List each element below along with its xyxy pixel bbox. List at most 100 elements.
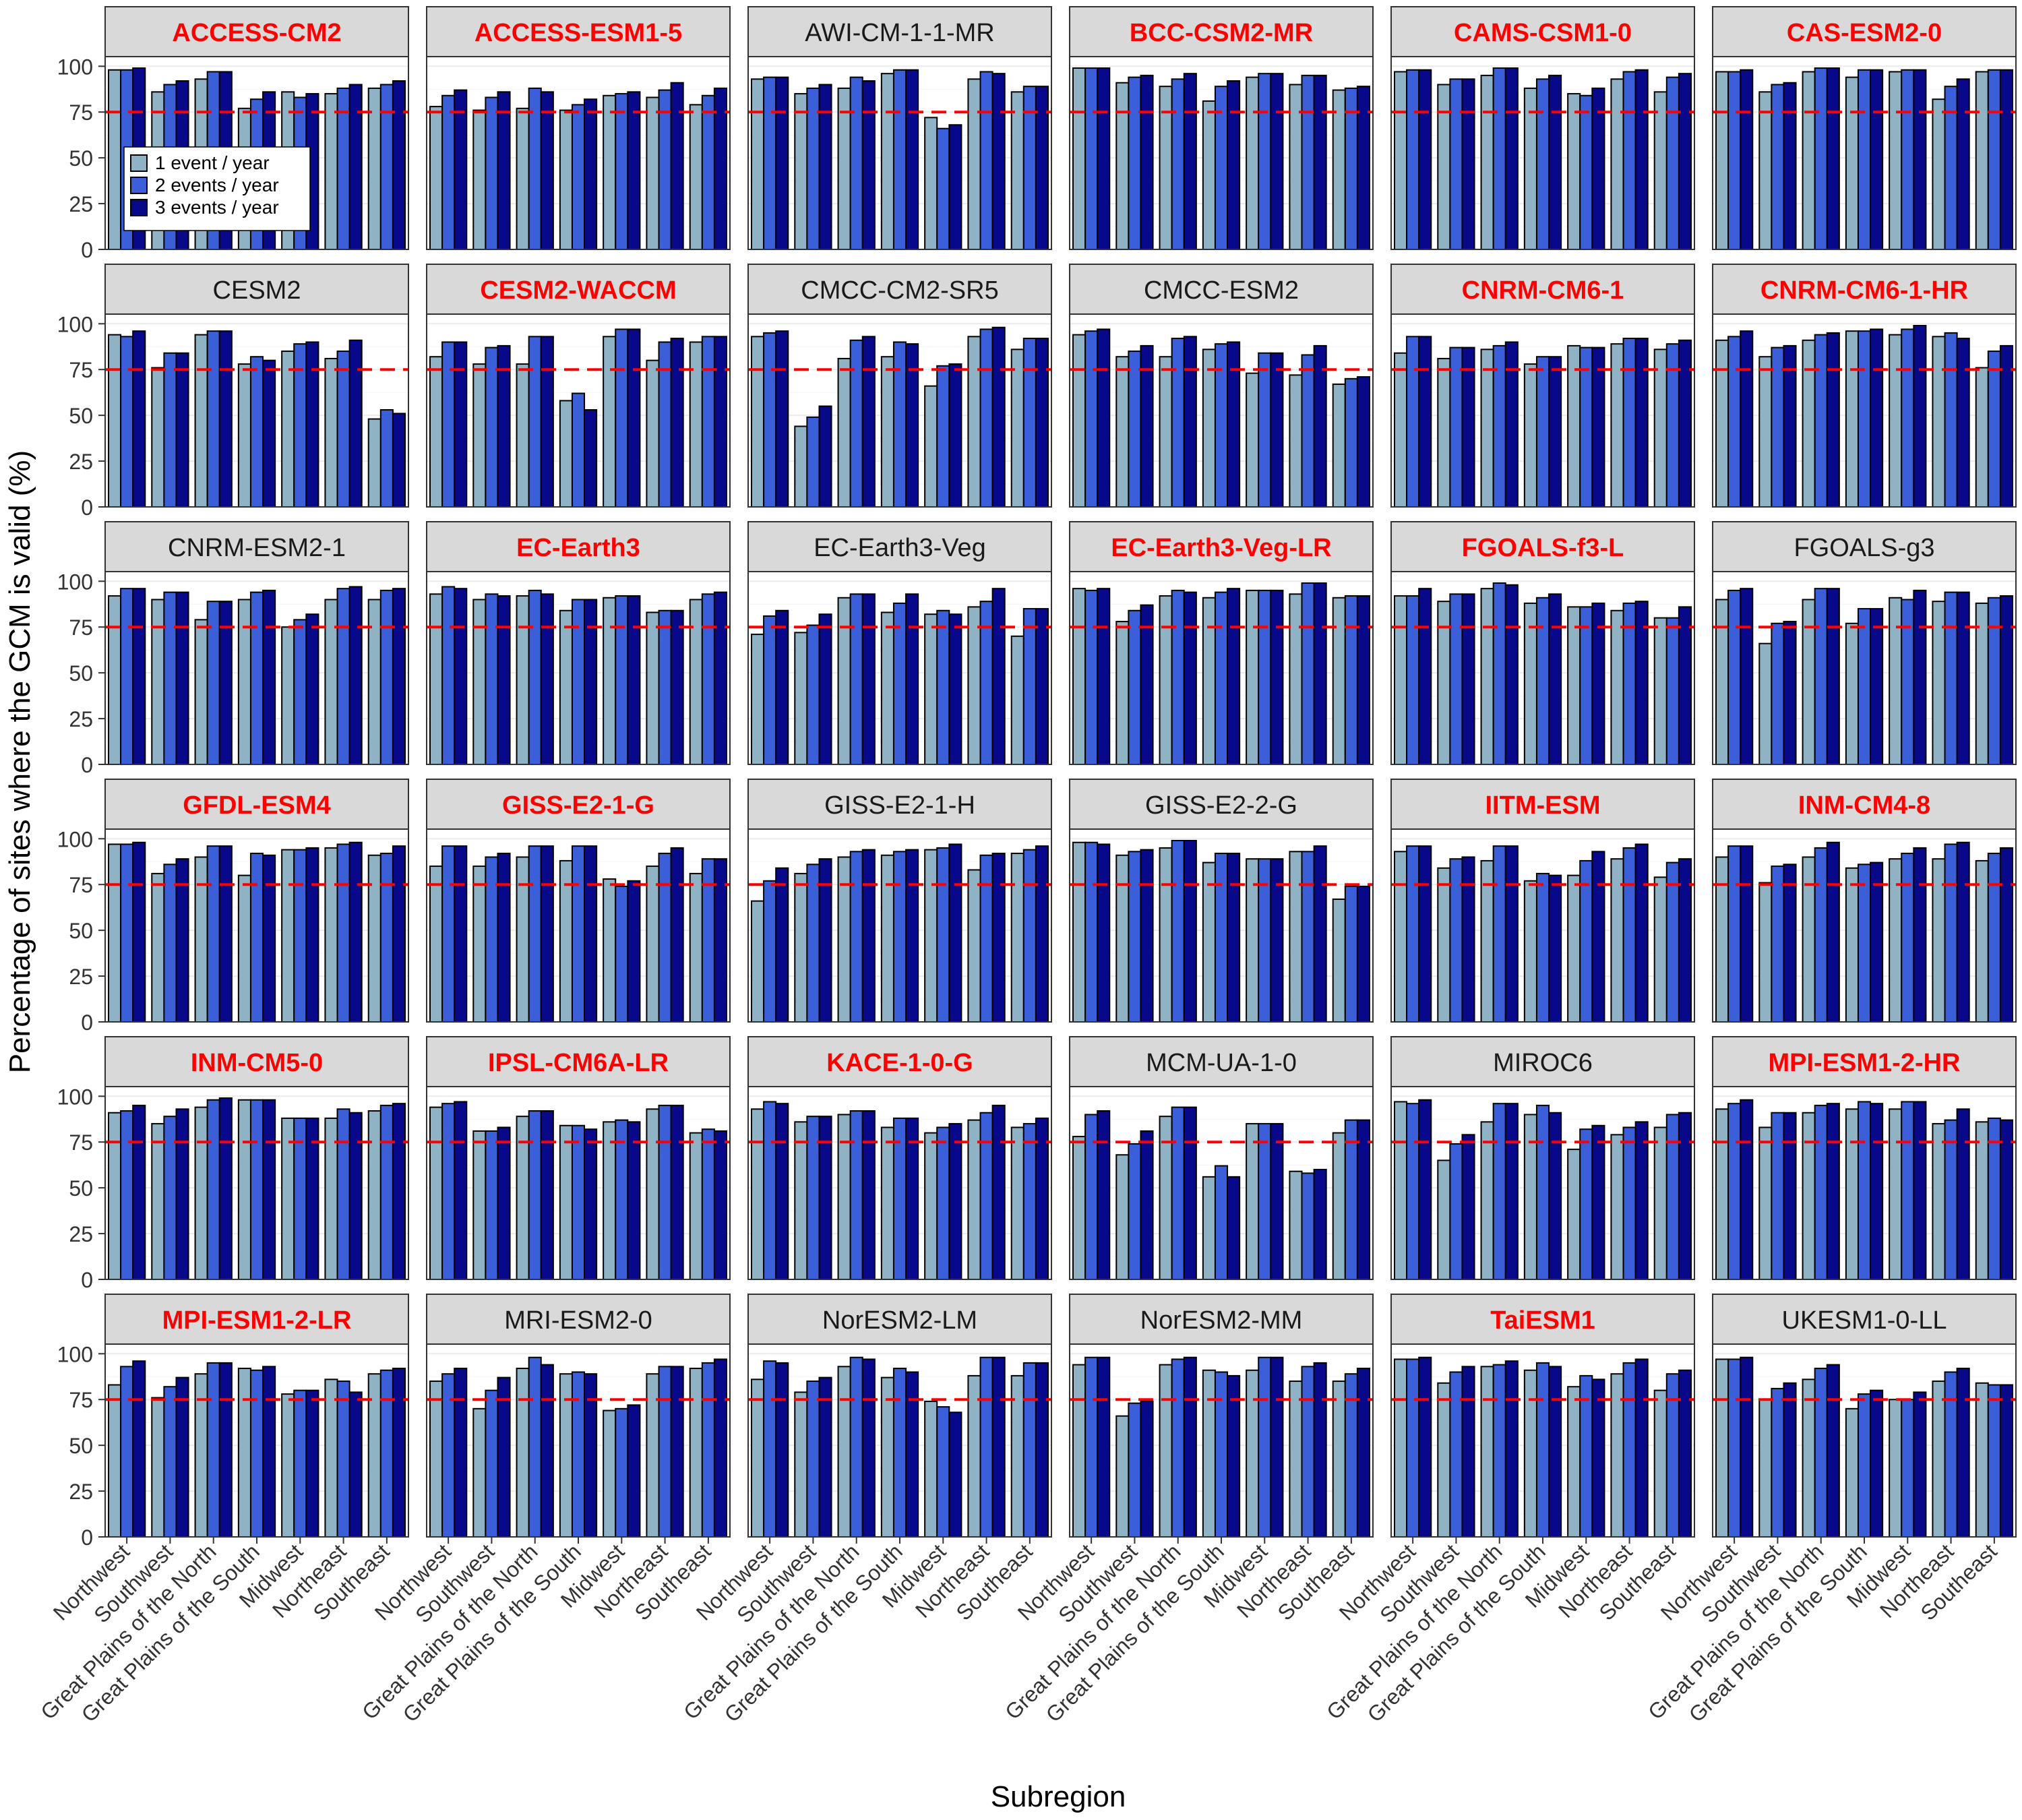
bar xyxy=(348,1112,363,1281)
bar xyxy=(1449,346,1463,508)
bar xyxy=(1418,69,1432,250)
bar xyxy=(1857,69,1872,250)
bar xyxy=(1418,588,1432,766)
bar xyxy=(454,89,468,250)
bar xyxy=(948,363,962,508)
bar xyxy=(1394,71,1408,251)
bar xyxy=(861,593,876,765)
bar xyxy=(1622,1126,1636,1281)
facet-strip xyxy=(426,1294,731,1345)
bar xyxy=(1535,597,1550,765)
facet-strip xyxy=(1069,779,1374,830)
bar xyxy=(379,1369,394,1538)
bar xyxy=(658,1104,672,1280)
bar xyxy=(1956,841,1970,1023)
bar xyxy=(849,593,863,765)
bar xyxy=(1010,91,1024,250)
facet-strip xyxy=(104,1294,409,1345)
bar xyxy=(1610,1134,1624,1281)
bar xyxy=(1870,608,1884,765)
bar xyxy=(991,853,1006,1023)
bar xyxy=(1727,1358,1742,1538)
facet-panel: FGOALS-f3-L xyxy=(1390,521,1695,766)
bar xyxy=(1814,588,1828,766)
x-tick-label: Great Plains of the North xyxy=(357,1539,542,1724)
bar xyxy=(1128,609,1142,765)
facet-strip xyxy=(1390,1294,1695,1345)
bar xyxy=(924,117,938,250)
bar xyxy=(348,841,363,1023)
y-tick-label: 0 xyxy=(81,753,93,777)
facet-panel: INM-CM4-8 xyxy=(1712,779,2017,1023)
facet-strip xyxy=(104,521,409,572)
facet-title: MIROC6 xyxy=(1493,1049,1593,1077)
bar xyxy=(1913,325,1927,508)
bar xyxy=(1270,73,1284,250)
y-tick-label: 50 xyxy=(69,919,93,943)
bar xyxy=(1678,73,1692,250)
bar xyxy=(1591,1378,1605,1538)
bar xyxy=(670,1366,684,1538)
bar xyxy=(991,326,1006,508)
bar xyxy=(571,1371,586,1538)
facet-title: EC-Earth3-Veg xyxy=(814,534,986,562)
bar xyxy=(1313,845,1327,1023)
bar xyxy=(429,1106,443,1281)
bar xyxy=(1579,94,1593,250)
y-tick-label: 25 xyxy=(69,192,93,216)
facet-title: NorESM2-MM xyxy=(1140,1306,1303,1335)
bar xyxy=(1258,1123,1272,1281)
bar xyxy=(485,346,499,508)
bar xyxy=(979,71,993,251)
facet-strip xyxy=(1712,779,2017,830)
bar xyxy=(194,334,208,508)
bar xyxy=(775,1362,789,1538)
bar xyxy=(936,609,950,765)
bar xyxy=(262,359,276,508)
bar xyxy=(1678,339,1692,508)
bar xyxy=(849,1110,863,1281)
bar xyxy=(497,595,511,766)
bar xyxy=(1579,1128,1593,1281)
bar xyxy=(670,847,684,1023)
bar xyxy=(763,1360,777,1538)
bar xyxy=(627,1404,641,1538)
bar xyxy=(1740,1099,1754,1280)
bar xyxy=(1140,74,1154,250)
bar xyxy=(108,334,122,508)
bar xyxy=(1010,348,1024,508)
bar xyxy=(670,609,684,765)
bar xyxy=(1289,593,1303,765)
bar xyxy=(991,1104,1006,1280)
bar xyxy=(1437,1382,1451,1538)
facet-panel: EC-Earth3-Veg-LR xyxy=(1069,521,1374,766)
bar xyxy=(1567,1149,1581,1281)
bar xyxy=(1115,1415,1130,1538)
facet-title: CESM2 xyxy=(213,276,301,305)
bar xyxy=(392,413,406,508)
bar xyxy=(1356,1119,1371,1280)
bar xyxy=(646,866,660,1023)
bar xyxy=(151,1397,165,1538)
bar xyxy=(1814,1368,1828,1538)
bar xyxy=(1128,76,1142,250)
bar xyxy=(120,1110,134,1281)
bar xyxy=(262,1366,276,1538)
bar xyxy=(1115,82,1130,250)
bar xyxy=(979,1112,993,1281)
bar xyxy=(1084,1114,1099,1280)
bar xyxy=(1814,67,1828,250)
bar xyxy=(1634,843,1649,1023)
bar xyxy=(991,588,1006,766)
bar xyxy=(948,1412,962,1538)
bar xyxy=(1504,584,1519,765)
bar xyxy=(1758,882,1773,1023)
bar xyxy=(1171,1106,1185,1281)
bar xyxy=(528,336,542,508)
bar xyxy=(1270,1356,1284,1538)
facet-strip xyxy=(747,779,1052,830)
bar xyxy=(379,853,394,1023)
bar xyxy=(775,867,789,1023)
bar xyxy=(1548,593,1562,765)
